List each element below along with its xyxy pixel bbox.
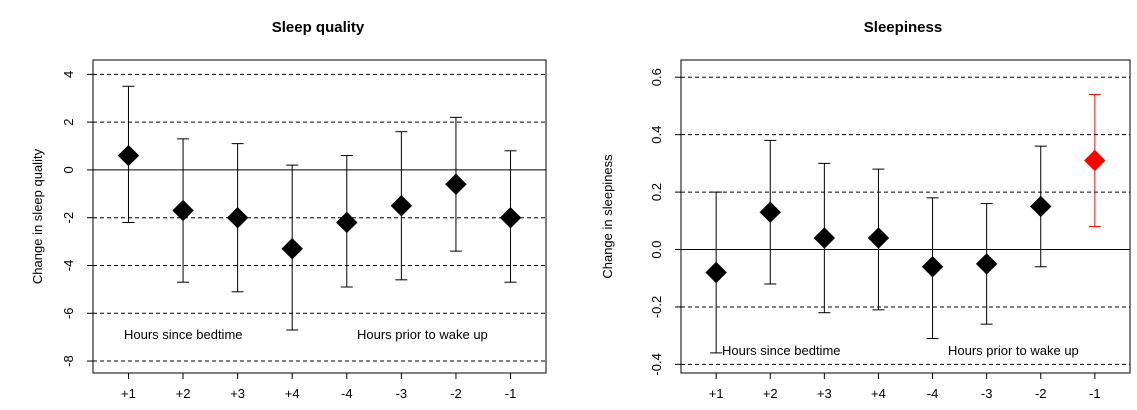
y-axis-label: Change in sleepiness (600, 154, 615, 279)
data-point (813, 227, 836, 249)
y-tick-label: 4 (61, 71, 76, 78)
x-tick-label: -1 (1089, 386, 1101, 401)
annotation: Hours since bedtime (124, 327, 243, 342)
data-point (759, 201, 781, 223)
plot-frame (92, 59, 547, 374)
y-tick-label: -4 (61, 260, 76, 272)
x-tick-label: +1 (121, 386, 136, 401)
y-tick-label: 0 (61, 166, 76, 173)
x-tick-label: -2 (1035, 386, 1047, 401)
y-tick-label: 2 (61, 119, 76, 126)
y-tick-label: -2 (61, 212, 76, 224)
y-tick-label: 0.2 (649, 183, 664, 201)
plot-frame (680, 59, 1131, 374)
x-tick-label: +4 (285, 386, 300, 401)
data-point (499, 206, 522, 229)
y-tick-label: -8 (61, 355, 76, 367)
x-tick-label: +1 (709, 386, 724, 401)
data-point (867, 227, 890, 249)
x-tick-label: +3 (817, 386, 832, 401)
x-tick-label: -4 (341, 386, 353, 401)
x-tick-label: -4 (927, 386, 939, 401)
chart-1: Sleep quality Change in sleep quality 4 2 0 -… (30, 19, 547, 401)
annotation: Hours prior to wake up (948, 343, 1079, 358)
y-tick-label: 0.6 (649, 68, 664, 86)
data-point (281, 238, 303, 260)
x-tick-label: +2 (763, 386, 778, 401)
y-tick-label: 0.4 (649, 126, 664, 144)
data-point (336, 211, 358, 234)
x-tick-label: -3 (981, 386, 993, 401)
x-tick-label: -2 (450, 386, 462, 401)
data-point (1084, 149, 1106, 172)
y-tick-label: -0.4 (649, 353, 664, 375)
data-point (390, 195, 413, 217)
x-tick-label: +4 (871, 386, 886, 401)
chart-title: Sleep quality (272, 19, 365, 36)
x-tick-label: -1 (505, 386, 517, 401)
chart-2: Sleepiness Change in sleepiness 0.6 0.4 0.2 0… (600, 19, 1131, 401)
annotation: Hours since bedtime (722, 343, 841, 358)
x-tick-label: +2 (176, 386, 191, 401)
x-tick-label: -3 (396, 386, 408, 401)
data-point (705, 261, 727, 284)
chart-title: Sleepiness (864, 19, 942, 36)
y-tick-label: -0.2 (649, 296, 664, 318)
y-axis-label: Change in sleep quality (30, 148, 45, 284)
data-point (117, 144, 140, 167)
data-point (1030, 195, 1052, 218)
data-point (445, 173, 467, 195)
annotation: Hours prior to wake up (357, 327, 488, 342)
data-point (172, 199, 194, 222)
x-tick-label: +3 (230, 386, 245, 401)
data-point (921, 256, 944, 278)
y-tick-label: -6 (61, 307, 76, 319)
data-point (226, 206, 249, 229)
data-point (975, 253, 998, 275)
y-tick-label: 0.0 (649, 240, 664, 258)
